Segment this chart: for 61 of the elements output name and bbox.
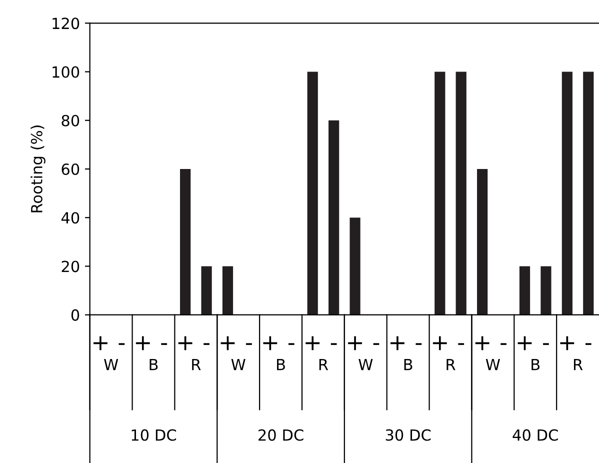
text: B [532, 358, 540, 370]
x-tick-label: - [204, 343, 210, 345]
bar [328, 120, 340, 315]
x-tick-label: + [94, 336, 108, 350]
x-tick-label: + [432, 336, 447, 350]
x-tick-label: - [288, 343, 294, 345]
bar [540, 266, 552, 315]
x-tick-label: + [475, 336, 490, 350]
bar [477, 168, 488, 315]
bar [222, 266, 234, 315]
y-tick-label: 20 [62, 260, 80, 272]
x-tick-label: - [161, 343, 168, 345]
text: B [150, 358, 158, 370]
text: R [446, 358, 456, 370]
y-tick-label: 40 [61, 212, 80, 224]
x-tick-label: - [500, 343, 506, 345]
x-tick-label: + [178, 336, 192, 350]
x-tick-label: - [118, 343, 125, 345]
text: W [231, 358, 246, 370]
text: R [574, 358, 583, 370]
x-tick-label: + [306, 336, 320, 350]
x-tick-label: + [220, 336, 235, 350]
text: W [486, 358, 500, 370]
bar [350, 218, 360, 315]
y-axis-title: Rooting (%) [30, 126, 46, 212]
text: 20 DC [258, 429, 304, 441]
text: R [192, 358, 201, 370]
x-tick-label: + [560, 336, 574, 350]
x-tick-label: - [416, 343, 422, 345]
bar [562, 72, 572, 315]
y-tick-label: 120 [52, 18, 80, 30]
y-tick-label: 60 [62, 163, 80, 176]
text: 30 DC [386, 429, 431, 441]
text: 10 DC [132, 429, 176, 441]
x-tick-label: - [458, 343, 464, 345]
bar [456, 72, 466, 315]
x-tick-label: - [246, 343, 252, 345]
x-tick-label: + [518, 336, 532, 350]
y-tick-label: 100 [52, 66, 80, 78]
x-tick-label: + [136, 336, 150, 350]
y-tick-label: 80 [62, 114, 80, 126]
y-tick-label: 0 [71, 309, 80, 321]
text: B [277, 358, 285, 370]
text: W [358, 358, 373, 370]
bar [307, 72, 318, 315]
x-tick-label: - [373, 343, 380, 345]
text: R [319, 358, 328, 370]
bar [519, 266, 530, 315]
x-tick-label: - [543, 343, 549, 345]
bar [180, 168, 191, 315]
text: 40 DC [512, 429, 558, 441]
x-tick-label: + [263, 336, 278, 350]
x-tick-label: + [348, 336, 362, 350]
x-tick-label: - [330, 343, 337, 345]
x-tick-label: + [390, 336, 404, 350]
bar [583, 72, 594, 315]
bar [201, 266, 212, 315]
text: B [404, 358, 412, 370]
text: W [104, 358, 118, 370]
x-tick-label: - [585, 343, 592, 345]
bar [434, 72, 446, 315]
